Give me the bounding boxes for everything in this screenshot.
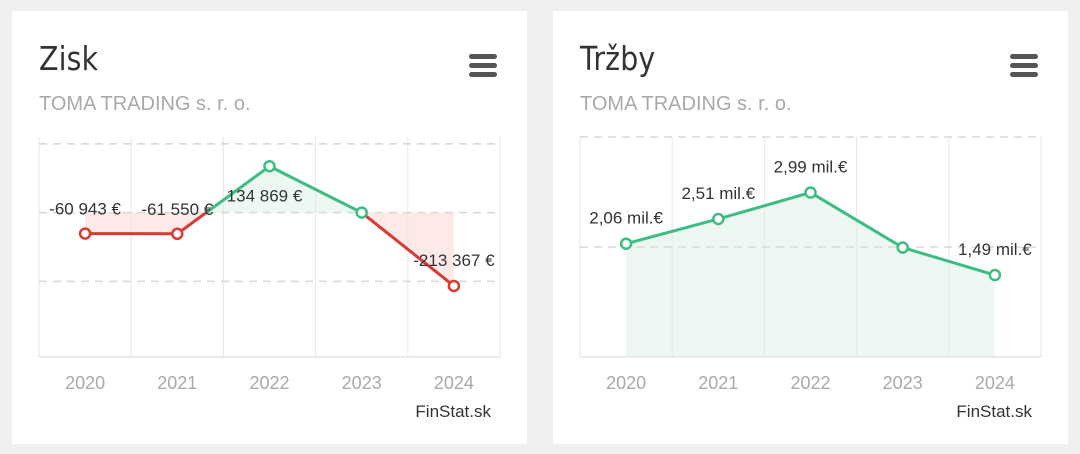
x-tick-label: 2021 [698,373,738,393]
hamburger-menu-icon[interactable] [469,54,497,78]
data-point [171,227,184,241]
data-label: 2,99 mil.€ [774,158,848,177]
data-point [78,227,92,240]
data-point [712,212,725,226]
x-tick-label: 2023 [342,373,382,393]
card-title: Tržby [580,39,656,78]
finstat-credit-link[interactable]: FinStat.sk [956,402,1032,421]
data-point [355,206,368,219]
series-line-segment [205,165,271,214]
data-label: 2,51 mil.€ [681,184,755,203]
x-tick-label: 2024 [975,373,1015,393]
data-label: 2,06 mil.€ [589,209,663,228]
profit-card: Zisk TOMA TRADING s. r. o. 2020 2021 2022 2… [12,11,527,444]
x-tick-label: 2023 [883,373,923,393]
profit-chart: 2020 2021 2022 2023 2024 -60 943 € -61 550 € 13… [38,137,501,393]
revenue-card: Tržby TOMA TRADING s. r. o. 2020 2021 2022… [553,11,1068,444]
data-label: -60 943 € [49,200,121,219]
x-tick-label: 2021 [157,373,197,393]
data-point [896,241,909,254]
x-tick-label: 2022 [790,373,830,393]
data-label: -61 550 € [141,200,213,219]
data-point [263,160,276,173]
data-point [804,186,817,199]
data-label: 1,49 mil.€ [958,240,1032,259]
x-tick-label: 2024 [434,373,474,393]
finstat-credit-link[interactable]: FinStat.sk [415,402,491,421]
x-tick-label: 2022 [249,373,289,393]
data-point [619,237,633,250]
x-tick-label: 2020 [606,373,646,393]
series-area [626,192,995,357]
series-line-segment [268,164,363,214]
series-line-segment [360,211,455,288]
company-name: TOMA TRADING s. r. o. [39,93,251,115]
data-point [988,268,1002,282]
data-point [447,279,461,293]
revenue-chart: 2020 2021 2022 2023 2024 2,06 mil.€ 2,51 mil.€… [579,136,1042,393]
card-title: Zisk [39,39,99,78]
data-label: -213 367 € [413,251,495,270]
data-label: 134 869 € [227,186,303,205]
x-tick-label: 2020 [65,373,105,393]
company-name: TOMA TRADING s. r. o. [580,93,792,115]
hamburger-menu-icon[interactable] [1010,54,1038,78]
